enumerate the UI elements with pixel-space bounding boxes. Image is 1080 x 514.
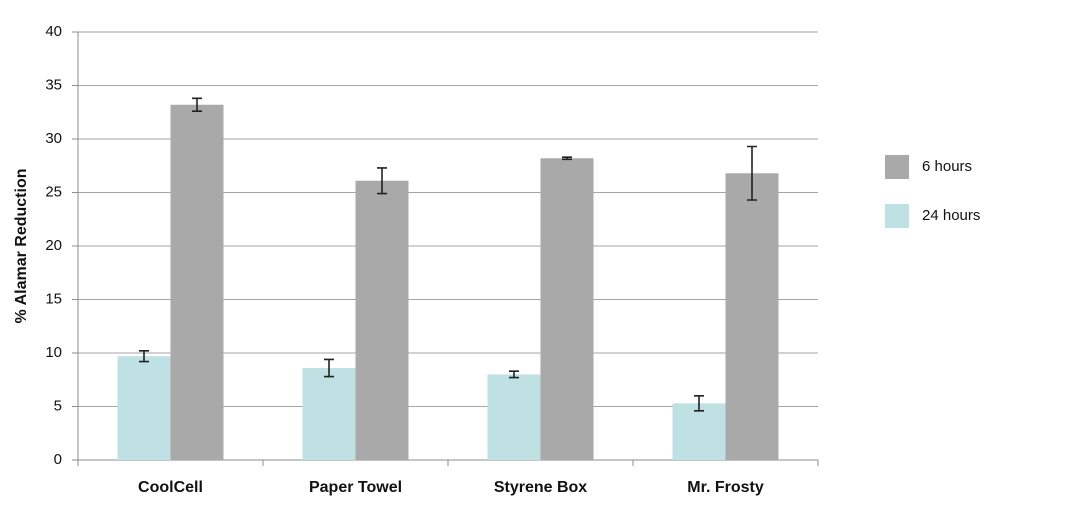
- error-bar: [747, 145, 757, 201]
- y-tick-label: 25: [45, 183, 62, 200]
- legend-label: 24 hours: [922, 207, 980, 224]
- error-bar: [562, 156, 572, 161]
- legend-swatch: [885, 204, 909, 228]
- y-tick-label: 15: [45, 290, 62, 307]
- x-tick-label: CoolCell: [138, 479, 203, 496]
- y-tick-label: 40: [45, 23, 62, 40]
- y-tick-label: 35: [45, 76, 62, 93]
- bar: [117, 356, 171, 460]
- error-bar: [377, 167, 387, 195]
- x-tick-label: Mr. Frosty: [687, 479, 764, 496]
- bar: [725, 173, 779, 461]
- error-bar: [192, 97, 202, 112]
- y-tick-label: 0: [54, 451, 62, 468]
- error-bar: [324, 358, 334, 378]
- y-tick-label: 10: [45, 344, 62, 361]
- x-tick-label: Paper Towel: [309, 479, 402, 496]
- bar: [487, 374, 541, 460]
- error-bar: [694, 395, 704, 412]
- legend-swatch: [885, 155, 909, 179]
- bar: [355, 180, 409, 461]
- legend-label: 6 hours: [922, 158, 972, 175]
- bar: [540, 158, 594, 460]
- y-tick-label: 30: [45, 130, 62, 147]
- bar: [672, 403, 726, 460]
- x-tick-label: Styrene Box: [494, 479, 587, 496]
- y-axis-title: % Alamar Reduction: [13, 169, 30, 324]
- bar: [302, 367, 356, 460]
- y-tick-label: 5: [54, 397, 62, 414]
- error-bar: [139, 350, 149, 363]
- y-tick-label: 20: [45, 237, 62, 254]
- error-bar: [509, 370, 519, 379]
- bar: [170, 104, 224, 460]
